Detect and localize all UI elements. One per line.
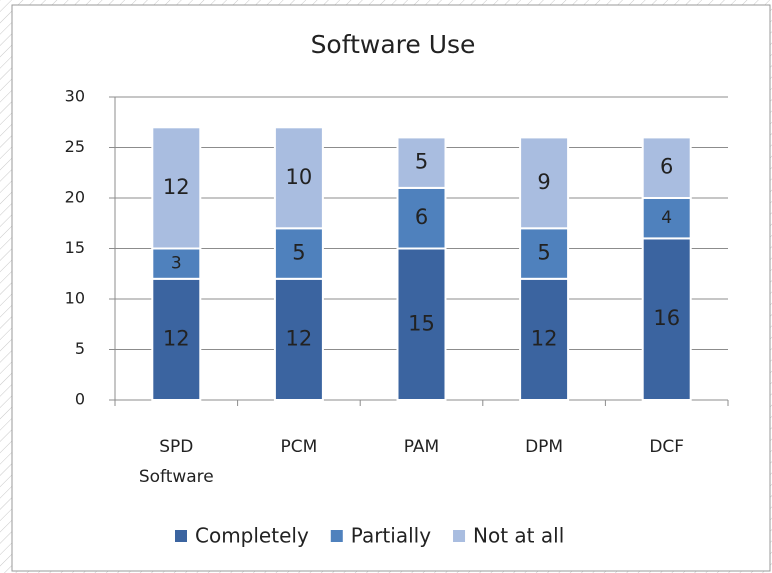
x-tick-label: PCM xyxy=(280,437,318,457)
bar-segment xyxy=(273,126,324,230)
y-tick-label: 15 xyxy=(65,238,85,257)
legend-label: Completely xyxy=(195,524,309,548)
data-label: 5 xyxy=(415,150,428,174)
legend-label: Not at all xyxy=(473,524,564,548)
bar-segment xyxy=(151,247,202,280)
bar-segment xyxy=(641,197,692,240)
legend-swatch xyxy=(330,530,343,542)
x-tick-label: DPM xyxy=(525,437,564,457)
bar-segment xyxy=(273,277,324,401)
y-tick-label: 5 xyxy=(75,339,85,358)
bar-segment xyxy=(641,136,692,199)
chart-title: Software Use xyxy=(311,30,476,59)
bar-segment xyxy=(396,136,447,189)
bar-segment xyxy=(519,136,570,230)
legend-label: Partially xyxy=(351,524,431,548)
y-tick-label: 25 xyxy=(65,137,85,156)
data-label: 12 xyxy=(531,326,558,350)
legend-swatch xyxy=(453,530,466,542)
x-tick-label: PAM xyxy=(403,437,440,457)
data-label: 4 xyxy=(661,208,672,228)
bar-segment xyxy=(151,277,202,401)
data-label: 12 xyxy=(286,326,313,350)
data-label: 16 xyxy=(653,306,680,330)
x-tick-label: SPD Software xyxy=(138,437,214,487)
data-label: 10 xyxy=(286,165,313,189)
data-label: 5 xyxy=(537,241,550,265)
bar-segment xyxy=(151,126,202,250)
data-label: 5 xyxy=(292,241,305,265)
y-tick-label: 20 xyxy=(65,188,85,207)
bar-segment xyxy=(519,227,570,280)
legend-swatch xyxy=(175,530,187,542)
data-label: 12 xyxy=(163,326,190,350)
data-label: 15 xyxy=(408,311,435,335)
y-tick-label: 0 xyxy=(75,390,85,409)
data-label: 3 xyxy=(171,254,182,274)
bar-segment xyxy=(396,247,447,401)
bar-segment xyxy=(396,186,447,250)
data-label: 6 xyxy=(415,205,428,229)
y-tick-label: 30 xyxy=(65,87,85,106)
data-label: 12 xyxy=(163,175,190,199)
data-label: 6 xyxy=(660,155,673,179)
y-tick-label: 10 xyxy=(65,289,85,308)
data-label: 9 xyxy=(537,170,550,194)
bar-segment xyxy=(641,237,692,401)
x-tick-label: DCF xyxy=(649,437,685,457)
bar-segment xyxy=(519,277,570,401)
